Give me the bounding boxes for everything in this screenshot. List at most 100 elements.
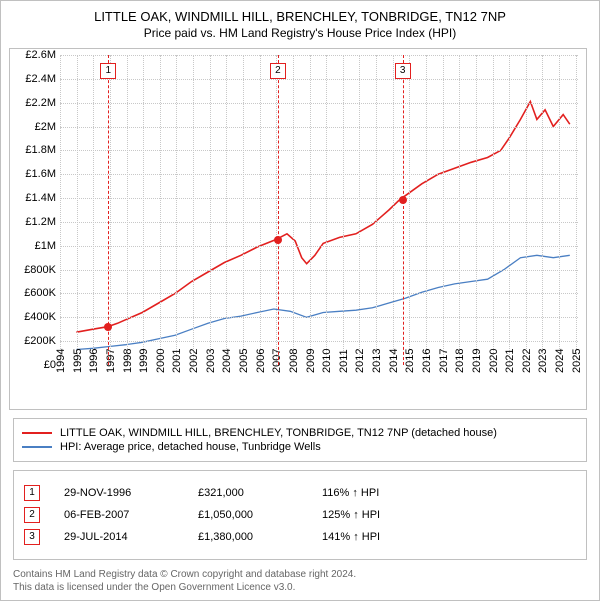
gridline-v	[127, 55, 128, 365]
gridline-v	[293, 55, 294, 365]
y-axis-label: £2M	[12, 121, 56, 133]
gridline-v	[210, 55, 211, 365]
gridline-v	[443, 55, 444, 365]
gridline-h	[60, 293, 578, 294]
legend-box: LITTLE OAK, WINDMILL HILL, BRENCHLEY, TO…	[13, 418, 587, 462]
event-hpi: 116% ↑ HPI	[322, 487, 379, 499]
chart-subtitle: Price paid vs. HM Land Registry's House …	[9, 26, 591, 40]
event-price: £1,380,000	[198, 531, 298, 543]
x-axis-label: 2025	[571, 349, 600, 373]
gridline-h	[60, 127, 578, 128]
y-axis-label: £2.6M	[12, 49, 56, 61]
gridline-v	[143, 55, 144, 365]
gridline-h	[60, 55, 578, 56]
event-row: 2 06-FEB-2007 £1,050,000 125% ↑ HPI	[24, 507, 576, 523]
gridline-v	[376, 55, 377, 365]
gridline-h	[60, 174, 578, 175]
callout-marker: 3	[395, 63, 411, 79]
gridline-v	[260, 55, 261, 365]
legend-label: HPI: Average price, detached house, Tunb…	[60, 441, 321, 453]
gridline-h	[60, 198, 578, 199]
footnote-line-2: This data is licensed under the Open Gov…	[13, 581, 587, 594]
gridline-v	[243, 55, 244, 365]
chart-title: LITTLE OAK, WINDMILL HILL, BRENCHLEY, TO…	[9, 9, 591, 24]
gridline-v	[160, 55, 161, 365]
event-price: £1,050,000	[198, 509, 298, 521]
legend-item: LITTLE OAK, WINDMILL HILL, BRENCHLEY, TO…	[22, 427, 578, 439]
chart-container: LITTLE OAK, WINDMILL HILL, BRENCHLEY, TO…	[0, 0, 600, 601]
y-axis-label: £1.4M	[12, 192, 56, 204]
callout-vline	[278, 55, 279, 365]
callout-dot	[399, 196, 407, 204]
gridline-v	[326, 55, 327, 365]
legend-item: HPI: Average price, detached house, Tunb…	[22, 441, 578, 453]
y-axis-label: £200K	[12, 335, 56, 347]
gridline-h	[60, 222, 578, 223]
gridline-v	[542, 55, 543, 365]
y-axis-label: £1.6M	[12, 168, 56, 180]
event-hpi: 141% ↑ HPI	[322, 531, 380, 543]
gridline-v	[77, 55, 78, 365]
gridline-v	[393, 55, 394, 365]
legend-label: LITTLE OAK, WINDMILL HILL, BRENCHLEY, TO…	[60, 427, 497, 439]
event-price: £321,000	[198, 487, 298, 499]
y-axis-label: £2.2M	[12, 97, 56, 109]
y-axis-label: £1M	[12, 240, 56, 252]
event-marker: 1	[24, 485, 40, 501]
gridline-h	[60, 103, 578, 104]
gridline-v	[93, 55, 94, 365]
event-hpi: 125% ↑ HPI	[322, 509, 380, 521]
callout-dot	[274, 236, 282, 244]
gridline-v	[343, 55, 344, 365]
y-axis-label: £1.8M	[12, 144, 56, 156]
event-date: 29-JUL-2014	[64, 531, 174, 543]
callout-marker: 1	[100, 63, 116, 79]
gridline-h	[60, 341, 578, 342]
gridline-h	[60, 246, 578, 247]
callout-dot	[104, 323, 112, 331]
footnote-line-1: Contains HM Land Registry data © Crown c…	[13, 568, 587, 581]
gridline-h	[60, 150, 578, 151]
y-axis-label: £0	[12, 359, 56, 371]
y-axis-label: £400K	[12, 311, 56, 323]
gridline-h	[60, 79, 578, 80]
gridline-v	[476, 55, 477, 365]
event-date: 29-NOV-1996	[64, 487, 174, 499]
legend-swatch	[22, 446, 52, 448]
y-axis-label: £1.2M	[12, 216, 56, 228]
callout-vline	[108, 55, 109, 365]
gridline-v	[193, 55, 194, 365]
gridline-h	[60, 270, 578, 271]
event-row: 1 29-NOV-1996 £321,000 116% ↑ HPI	[24, 485, 576, 501]
line-series-svg	[60, 55, 578, 365]
gridline-v	[426, 55, 427, 365]
gridline-v	[60, 55, 61, 365]
gridline-h	[60, 317, 578, 318]
gridline-v	[459, 55, 460, 365]
gridline-v	[176, 55, 177, 365]
gridline-v	[493, 55, 494, 365]
gridline-v	[110, 55, 111, 365]
gridline-v	[409, 55, 410, 365]
events-table: 1 29-NOV-1996 £321,000 116% ↑ HPI 2 06-FEB-20…	[13, 470, 587, 560]
event-row: 3 29-JUL-2014 £1,380,000 141% ↑ HPI	[24, 529, 576, 545]
event-date: 06-FEB-2007	[64, 509, 174, 521]
callout-vline	[403, 55, 404, 365]
gridline-v	[509, 55, 510, 365]
legend-swatch	[22, 432, 52, 434]
plot-region	[60, 55, 578, 365]
chart-plot-area: £0 £200K £400K £600K £800K £1M £1.2M £1.4M £1.6M…	[9, 48, 587, 410]
event-marker: 3	[24, 529, 40, 545]
y-axis-label: £2.4M	[12, 73, 56, 85]
callout-marker: 2	[270, 63, 286, 79]
gridline-v	[310, 55, 311, 365]
gridline-v	[576, 55, 577, 365]
y-axis-label: £800K	[12, 264, 56, 276]
gridline-v	[526, 55, 527, 365]
footnote: Contains HM Land Registry data © Crown c…	[13, 568, 587, 594]
y-axis-label: £600K	[12, 287, 56, 299]
gridline-v	[359, 55, 360, 365]
event-marker: 2	[24, 507, 40, 523]
series-property	[76, 102, 569, 333]
gridline-v	[226, 55, 227, 365]
